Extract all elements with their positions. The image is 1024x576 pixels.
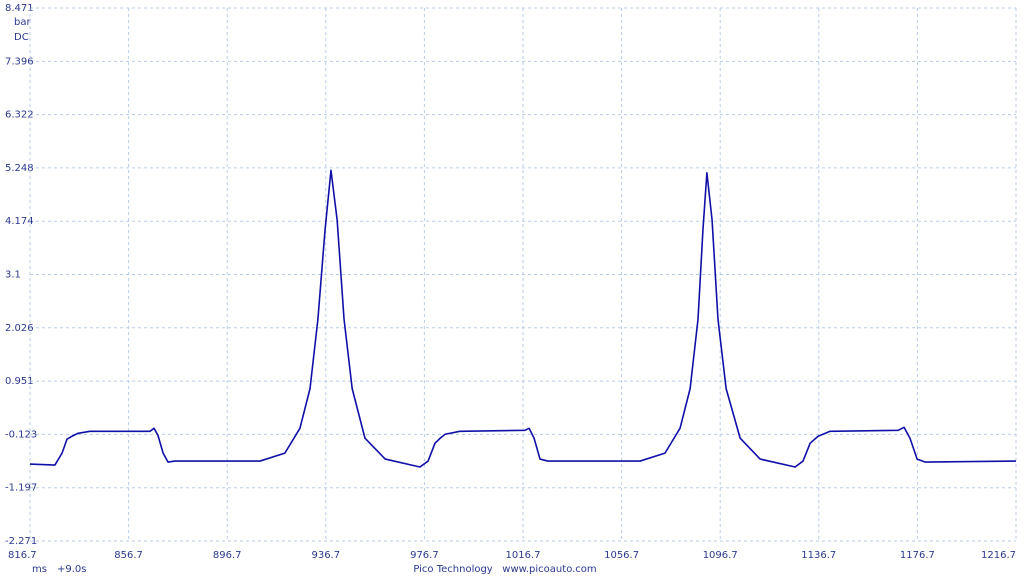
y-tick-label: -2.271 <box>5 536 37 547</box>
x-tick-label: 896.7 <box>213 550 242 561</box>
y-tick-label: 7.396 <box>5 56 34 67</box>
y-tick-label: 0.951 <box>5 376 34 387</box>
coupling: DC <box>14 32 29 43</box>
y-tick-label: 5.248 <box>5 163 34 174</box>
x-tick-label: 1176.7 <box>900 550 935 561</box>
x-tick-label: 976.7 <box>410 550 439 561</box>
x-tick-label: 816.7 <box>8 550 37 561</box>
y-tick-label: 4.174 <box>5 216 34 227</box>
x-tick-label: 1016.7 <box>506 550 541 561</box>
y-tick-label: 8.471 <box>5 3 34 14</box>
x-tick-label: 1136.7 <box>801 550 836 561</box>
time-offset: +9.0s <box>57 564 87 575</box>
x-unit: ms <box>32 564 47 575</box>
x-tick-label: 1216.7 <box>981 550 1016 561</box>
y-tick-label: 2.026 <box>5 323 34 334</box>
x-tick-label: 856.7 <box>114 550 143 561</box>
trace <box>29 169 1017 468</box>
y-tick-label: -1.197 <box>5 483 37 494</box>
y-tick-label: 6.322 <box>5 110 34 121</box>
x-tick-label: 1056.7 <box>604 550 639 561</box>
y-tick-label: -0.123 <box>5 429 37 440</box>
footer: Pico Technology www.picoauto.com <box>413 564 596 575</box>
x-tick-label: 936.7 <box>311 550 340 561</box>
x-tick-label: 1096.7 <box>703 550 738 561</box>
y-tick-label: 3.1 <box>5 270 21 281</box>
y-unit: bar <box>14 17 31 28</box>
